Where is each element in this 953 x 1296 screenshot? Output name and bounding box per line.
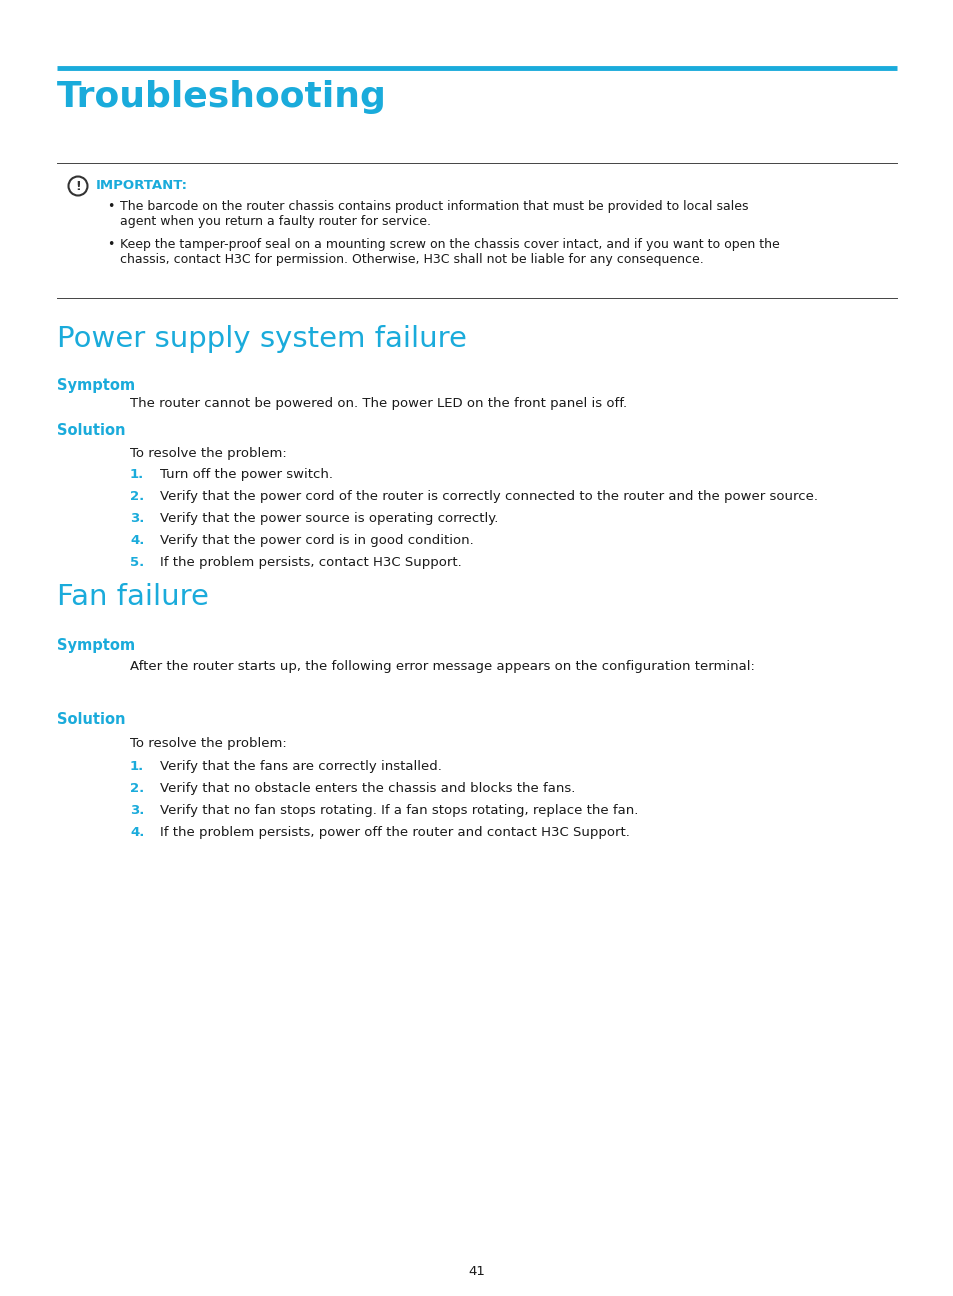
Text: Verify that the power cord of the router is correctly connected to the router an: Verify that the power cord of the router… [160,490,817,503]
Text: Verify that the fans are correctly installed.: Verify that the fans are correctly insta… [160,759,441,772]
Text: Verify that no obstacle enters the chassis and blocks the fans.: Verify that no obstacle enters the chass… [160,781,575,794]
Text: To resolve the problem:: To resolve the problem: [130,737,287,750]
Text: agent when you return a faulty router for service.: agent when you return a faulty router fo… [120,215,431,228]
Text: Fan failure: Fan failure [57,583,209,610]
Text: Turn off the power switch.: Turn off the power switch. [160,468,333,481]
Text: chassis, contact H3C for permission. Otherwise, H3C shall not be liable for any : chassis, contact H3C for permission. Oth… [120,253,703,266]
Text: Solution: Solution [57,422,126,438]
Text: Power supply system failure: Power supply system failure [57,325,466,353]
Text: 4.: 4. [130,534,144,547]
Text: Verify that the power cord is in good condition.: Verify that the power cord is in good co… [160,534,474,547]
Text: Symptom: Symptom [57,638,135,653]
Text: !: ! [75,180,81,193]
Text: Symptom: Symptom [57,378,135,393]
Text: 3.: 3. [130,512,144,525]
Text: 1.: 1. [130,759,144,772]
Text: Troubleshooting: Troubleshooting [57,80,387,114]
Text: 3.: 3. [130,804,144,816]
Text: The barcode on the router chassis contains product information that must be prov: The barcode on the router chassis contai… [120,200,748,213]
Text: 2.: 2. [130,490,144,503]
Text: Solution: Solution [57,712,126,727]
Text: Verify that no fan stops rotating. If a fan stops rotating, replace the fan.: Verify that no fan stops rotating. If a … [160,804,638,816]
Text: 1.: 1. [130,468,144,481]
Text: 5.: 5. [130,556,144,569]
Text: IMPORTANT:: IMPORTANT: [96,179,188,192]
Text: After the router starts up, the following error message appears on the configura: After the router starts up, the followin… [130,660,754,673]
Text: •: • [107,200,114,213]
Text: If the problem persists, power off the router and contact H3C Support.: If the problem persists, power off the r… [160,826,629,839]
Text: 4.: 4. [130,826,144,839]
Text: To resolve the problem:: To resolve the problem: [130,447,287,460]
Text: The router cannot be powered on. The power LED on the front panel is off.: The router cannot be powered on. The pow… [130,397,626,410]
Text: If the problem persists, contact H3C Support.: If the problem persists, contact H3C Sup… [160,556,461,569]
Text: •: • [107,238,114,251]
Text: 41: 41 [468,1265,485,1278]
Text: Keep the tamper-proof seal on a mounting screw on the chassis cover intact, and : Keep the tamper-proof seal on a mounting… [120,238,779,251]
Text: Verify that the power source is operating correctly.: Verify that the power source is operatin… [160,512,497,525]
Text: 2.: 2. [130,781,144,794]
